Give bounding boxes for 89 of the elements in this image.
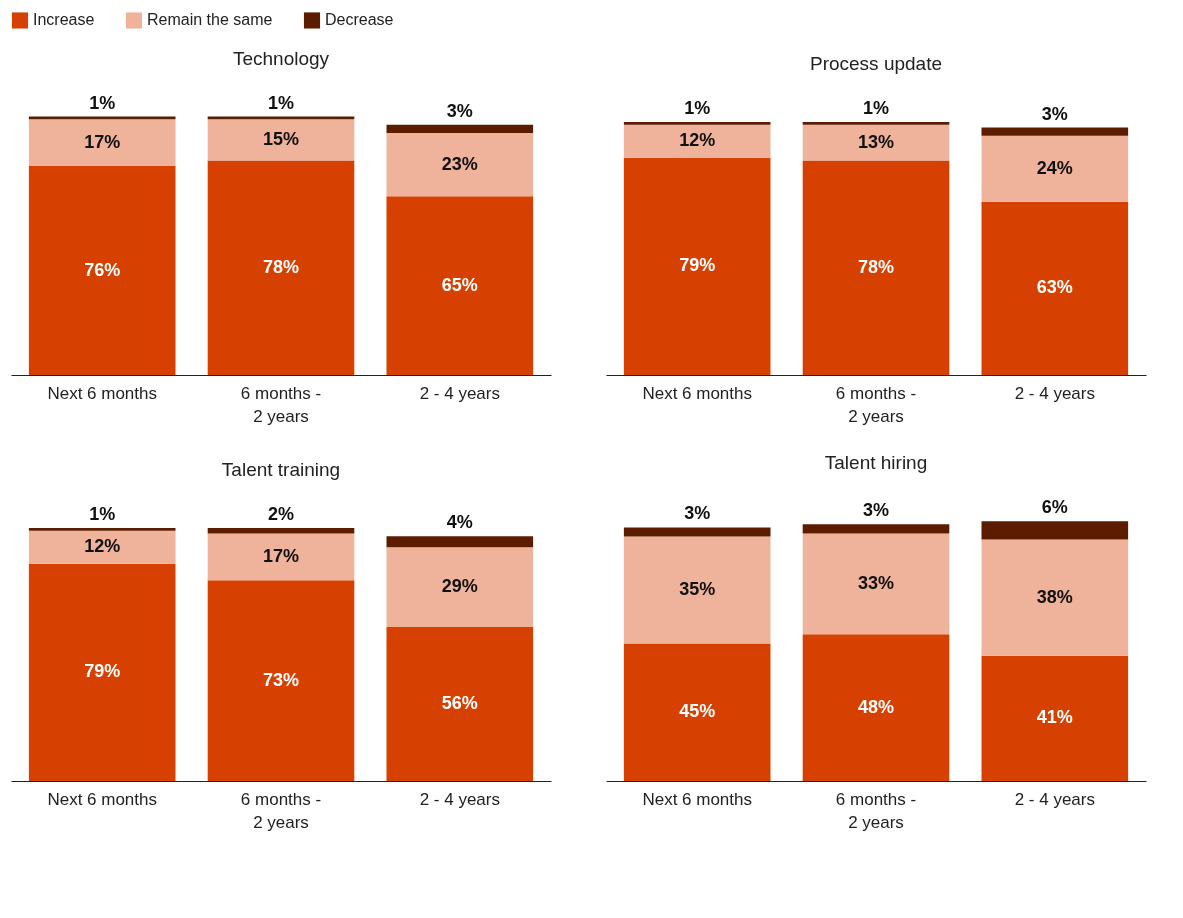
bar <box>207 533 355 581</box>
x-tick-label: 6 months - 2 years <box>835 383 917 426</box>
data-label: 2% <box>267 504 295 524</box>
bar <box>28 530 176 564</box>
bar <box>623 157 771 375</box>
bar <box>802 634 950 781</box>
legend-label: Increase <box>33 11 95 29</box>
bar <box>981 135 1129 202</box>
data-label: 78% <box>857 256 895 277</box>
bar <box>386 124 534 133</box>
data-label: 78% <box>262 256 300 277</box>
bar <box>981 539 1129 656</box>
x-tick-label: 2 - 4 years <box>1014 383 1095 403</box>
x-tick-label: 2 - 4 years <box>419 383 500 403</box>
data-label: 1% <box>267 92 295 113</box>
bar <box>207 160 355 375</box>
legend-label: Decrease <box>325 11 394 29</box>
bar <box>981 127 1129 136</box>
bar <box>386 536 534 548</box>
data-label: 79% <box>84 661 121 682</box>
chart-title: Process update <box>809 53 943 74</box>
data-label: 76% <box>84 259 121 280</box>
data-label: 63% <box>1036 277 1073 298</box>
bar <box>981 201 1129 375</box>
bar <box>802 160 950 375</box>
data-label: 65% <box>441 274 478 295</box>
x-tick-label: 6 months - 2 years <box>835 789 917 832</box>
bar <box>28 563 176 781</box>
data-label: 3% <box>446 100 473 121</box>
data-label: 48% <box>857 696 895 717</box>
data-label: 4% <box>446 512 473 533</box>
legend-label: Remain the same <box>147 11 273 29</box>
data-label: 1% <box>862 98 890 118</box>
data-label: 56% <box>441 693 478 713</box>
bar <box>386 196 534 375</box>
x-tick-label: Next 6 months <box>642 383 752 403</box>
data-label: 12% <box>679 130 716 151</box>
data-label: 3% <box>1041 103 1068 124</box>
data-label: 17% <box>262 545 300 566</box>
data-label: 17% <box>84 131 121 152</box>
data-label: 29% <box>441 576 478 597</box>
bar <box>207 528 355 534</box>
bar <box>386 133 534 197</box>
data-label: 6% <box>1041 497 1068 518</box>
data-label: 15% <box>262 128 300 149</box>
data-label: 35% <box>679 579 716 600</box>
x-tick-label: Next 6 months <box>47 383 157 403</box>
bar <box>802 124 950 161</box>
chart-title: Technology <box>232 47 330 69</box>
data-label: 13% <box>857 131 895 152</box>
x-tick-label: 6 months - 2 years <box>240 383 322 426</box>
data-label: 73% <box>262 669 300 690</box>
bar <box>623 527 771 537</box>
data-label: 33% <box>857 572 895 593</box>
bar <box>802 533 950 635</box>
data-label: 12% <box>84 536 121 557</box>
bar <box>207 580 355 781</box>
data-label: 1% <box>89 92 116 113</box>
bar <box>28 166 176 375</box>
x-tick-label: 6 months - 2 years <box>240 789 322 832</box>
bar <box>28 119 176 166</box>
chart-title: Talent hiring <box>824 452 928 474</box>
bar <box>623 643 771 781</box>
data-label: 23% <box>441 153 478 174</box>
data-label: 3% <box>862 500 890 521</box>
bar <box>802 122 950 125</box>
bar <box>802 524 950 534</box>
bar <box>207 119 355 161</box>
bar <box>386 627 534 781</box>
bar <box>981 521 1129 540</box>
chart-title: Talent training <box>221 459 341 480</box>
data-label: 24% <box>1036 157 1073 178</box>
data-label: 45% <box>679 701 716 722</box>
bar <box>386 547 534 627</box>
data-label: 1% <box>89 504 116 524</box>
x-tick-label: Next 6 months <box>47 789 157 809</box>
x-tick-label: 2 - 4 years <box>1014 789 1095 809</box>
data-label: 41% <box>1036 707 1073 728</box>
bar <box>623 124 771 158</box>
data-label: 3% <box>684 503 711 524</box>
bar <box>28 528 176 531</box>
bar <box>623 122 771 125</box>
x-tick-label: 2 - 4 years <box>419 789 500 809</box>
data-label: 1% <box>684 98 711 118</box>
data-label: 79% <box>679 255 716 276</box>
bar <box>623 536 771 644</box>
bar <box>981 655 1129 781</box>
data-label: 38% <box>1036 586 1073 607</box>
x-tick-label: Next 6 months <box>642 789 752 809</box>
